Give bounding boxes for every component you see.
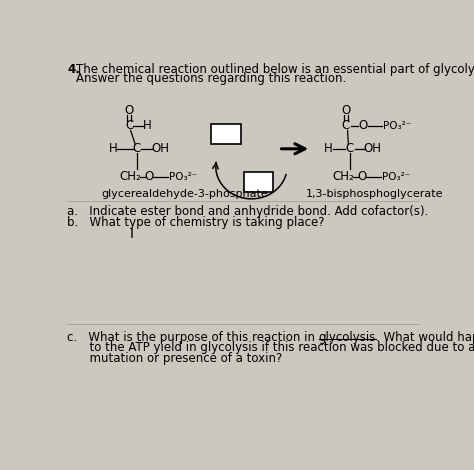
Text: H: H (143, 119, 152, 132)
Text: 4.: 4. (67, 63, 80, 76)
Text: 1,3-bisphosphoglycerate: 1,3-bisphosphoglycerate (306, 189, 443, 199)
Text: PO₃²⁻: PO₃²⁻ (383, 121, 411, 131)
Bar (244, 172, 273, 192)
Text: O: O (358, 119, 368, 132)
Text: The chemical reaction outlined below is an essential part of glycolysis.: The chemical reaction outlined below is … (76, 63, 474, 76)
Text: a.   Indicate ester bond and anhydride bond. Add cofactor(s).: a. Indicate ester bond and anhydride bon… (67, 205, 428, 218)
Text: CH₂: CH₂ (333, 170, 355, 183)
Text: C: C (133, 142, 141, 155)
Text: C: C (342, 119, 350, 132)
Text: to the ATP yield in glycolysis if this reaction was blocked due to a: to the ATP yield in glycolysis if this r… (67, 341, 474, 354)
Text: OH: OH (151, 142, 169, 155)
Text: O: O (341, 104, 351, 117)
Text: H: H (109, 142, 118, 155)
Text: I: I (129, 227, 133, 241)
Text: OH: OH (364, 142, 382, 155)
Text: Answer the questions regarding this reaction.: Answer the questions regarding this reac… (76, 72, 346, 85)
Text: C: C (346, 142, 354, 155)
Bar (211, 124, 241, 144)
Text: b.   What type of chemistry is taking place?: b. What type of chemistry is taking plac… (67, 216, 325, 229)
Text: O: O (358, 170, 367, 183)
Text: glycerealdehyde-3-phosphate: glycerealdehyde-3-phosphate (102, 189, 269, 199)
Text: glycolysis: glycolysis (319, 330, 376, 344)
Text: PO₃²⁻: PO₃²⁻ (169, 172, 198, 181)
Text: mutation or presence of a toxin?: mutation or presence of a toxin? (67, 352, 282, 365)
Text: C: C (125, 119, 133, 132)
Text: O: O (145, 170, 154, 183)
Text: c.   What is the purpose of this reaction in: c. What is the purpose of this reaction … (67, 330, 319, 344)
Text: O: O (124, 104, 134, 117)
Text: PO₃²⁻: PO₃²⁻ (383, 172, 410, 181)
Text: H: H (324, 142, 333, 155)
Text: CH₂: CH₂ (119, 170, 141, 183)
Text: . What would happen: . What would happen (376, 330, 474, 344)
